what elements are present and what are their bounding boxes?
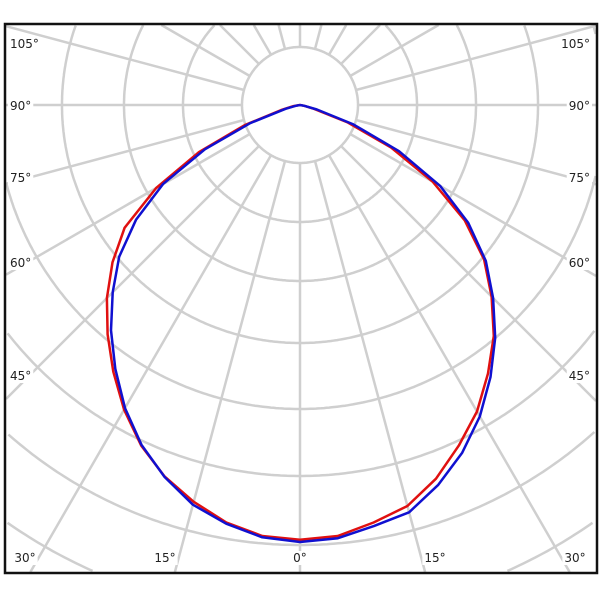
- right-label-45: 45°: [569, 369, 590, 383]
- left-label-45: 45°: [10, 369, 31, 383]
- grid-spoke: [349, 23, 440, 78]
- grid-spoke: [327, 24, 348, 56]
- right-label-60: 60°: [569, 256, 590, 270]
- grid-spoke: [349, 132, 597, 277]
- grid-ring: [60, 25, 540, 345]
- bottom-label-30-right: 30°: [564, 551, 585, 565]
- bottom-label-15-right: 15°: [424, 551, 445, 565]
- grid-spoke: [173, 160, 287, 573]
- left-label-75: 75°: [10, 171, 31, 185]
- label-background: [8, 171, 34, 185]
- label-background: [559, 37, 592, 51]
- grid-spoke: [340, 24, 381, 65]
- right-label-90: 90°: [569, 99, 590, 113]
- label-background: [291, 551, 309, 565]
- grid-spoke: [313, 24, 323, 50]
- label-background: [422, 551, 448, 565]
- bottom-label-0: 0°: [293, 551, 307, 565]
- right-label-105: 105°: [561, 37, 590, 51]
- grid-spoke: [5, 24, 245, 92]
- grid-spoke: [5, 132, 251, 276]
- label-background: [8, 369, 34, 383]
- label-background: [152, 551, 178, 565]
- grid-spoke: [29, 154, 273, 573]
- grid-spoke: [355, 118, 597, 186]
- grid-ring: [181, 24, 419, 224]
- bottom-label-15-left: 15°: [154, 551, 175, 565]
- grid-spoke: [313, 160, 427, 573]
- grid-spoke: [252, 24, 273, 56]
- grid-spoke: [219, 24, 260, 65]
- grid-spoke: [327, 154, 571, 573]
- angle-labels: 105° 90° 75° 60° 45° 105° 90° 75° 60° 45…: [8, 37, 592, 565]
- series-curve-1: [105, 103, 496, 542]
- right-label-75: 75°: [569, 171, 590, 185]
- label-background: [8, 99, 34, 113]
- grid-ring: [240, 45, 360, 165]
- curves: [105, 103, 497, 544]
- grid-spoke: [160, 23, 251, 78]
- bottom-label-30-left: 30°: [14, 551, 35, 565]
- chart-frame: [3, 22, 599, 575]
- grid-ring: [5, 25, 597, 411]
- label-background: [8, 256, 34, 270]
- left-label-90: 90°: [10, 99, 31, 113]
- grid-ring: [6, 521, 594, 573]
- grid-ring: [7, 431, 596, 547]
- label-background: [566, 99, 592, 113]
- grid-spoke: [277, 24, 287, 50]
- label-background: [12, 551, 38, 565]
- grid-spoke: [355, 24, 597, 92]
- left-label-105: 105°: [10, 37, 39, 51]
- left-label-60: 60°: [10, 256, 31, 270]
- series-curve-2: [109, 103, 497, 544]
- label-background: [562, 551, 588, 565]
- label-background: [566, 369, 592, 383]
- label-background: [8, 37, 41, 51]
- label-background: [566, 256, 592, 270]
- polar-grid: [5, 23, 597, 573]
- label-background: [566, 171, 592, 185]
- grid-spoke: [5, 118, 245, 186]
